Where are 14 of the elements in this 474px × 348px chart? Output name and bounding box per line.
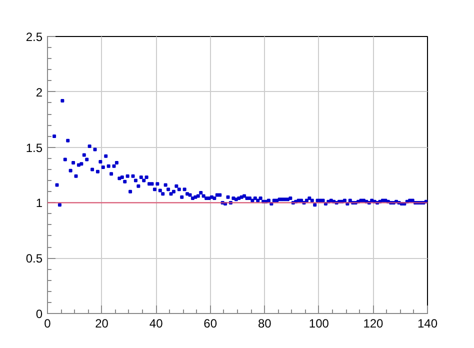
y-tick-label: 0.5 (26, 252, 43, 266)
x-tick-label: 40 (149, 316, 164, 330)
y-tick-label: 0 (36, 307, 43, 321)
y-tick-label: 2 (36, 85, 43, 100)
y-tick-label: 1 (36, 196, 43, 210)
y-tick-label: 1.5 (26, 140, 43, 155)
x-tick-label: 20 (95, 316, 109, 330)
x-tick-label: 100 (308, 316, 330, 330)
y-tick-label: 2.5 (26, 30, 43, 44)
x-tick-label: 120 (363, 316, 384, 330)
x-tick-label: 80 (258, 316, 272, 330)
x-tick-label: 60 (204, 316, 218, 330)
x-tick-label: 0 (44, 316, 52, 330)
x-tick-label: 140 (417, 316, 438, 330)
